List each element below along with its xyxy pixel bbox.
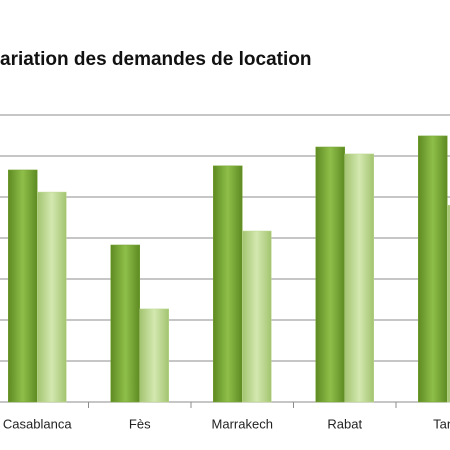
x-tick-label: Fès [129, 416, 151, 431]
bar [315, 146, 345, 403]
x-tick-label: Marrakech [212, 416, 273, 431]
x-tick-label: Casablanca [3, 416, 72, 431]
x-tick-label: Tang [433, 416, 450, 431]
bar [37, 191, 67, 403]
bar [8, 169, 38, 403]
bar [139, 308, 169, 403]
bar [110, 244, 140, 403]
bar [213, 165, 243, 403]
bar [447, 204, 450, 403]
bar [242, 230, 272, 403]
bar [344, 153, 374, 403]
x-tick-label: Rabat [327, 416, 362, 431]
chart-title: ariation des demandes de location [0, 49, 311, 70]
bar [418, 135, 448, 403]
